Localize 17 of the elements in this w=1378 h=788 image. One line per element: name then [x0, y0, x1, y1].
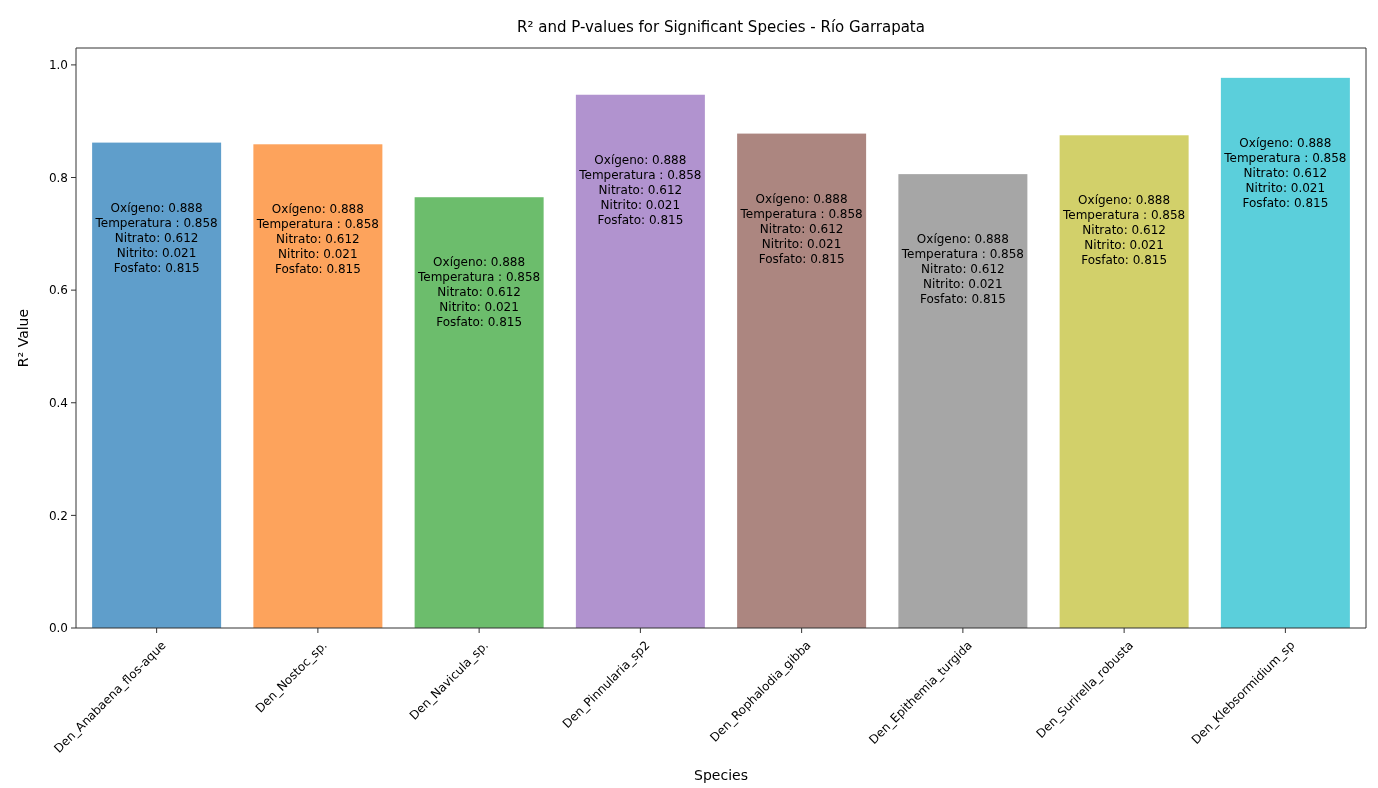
- annotation: Oxígeno: 0.888 Temperatura : 0.858 Nitrato: 0.612 Nitrito: 0.021 Fosfato: 0.815: [94, 200, 218, 275]
- annotation: Oxígeno: 0.888 Temperatura : 0.858 Nitrato: 0.612 Nitrito: 0.021 Fosfato: 0.815: [739, 191, 863, 266]
- annotation: Oxígeno: 0.888 Temperatura : 0.858 Nitrato: 0.612 Nitrito: 0.021 Fosfato: 0.815: [1223, 135, 1347, 210]
- y-axis-title: R² Value: [15, 308, 31, 368]
- annotation: Oxígeno: 0.888 Temperatura : 0.858 Nitrato: 0.612 Nitrito: 0.021 Fosfato: 0.815: [900, 231, 1025, 306]
- annotation: Oxígeno: 0.888 Temperatura : 0.858 Nitrato: 0.612 Nitrito: 0.021 Fosfato: 0.815: [578, 152, 702, 227]
- y-tick-label: 1.0: [48, 58, 68, 73]
- annotation: Oxígeno: 0.888 Temperatura : 0.858 Nitrato: 0.612 Nitrito: 0.021 Fosfato: 0.815: [255, 201, 380, 276]
- chart-title: R² and P-values for Significant Species - Río Garrapata: [517, 18, 925, 36]
- y-tick-label: 0.6: [48, 283, 68, 298]
- y-tick-label: 0.0: [48, 621, 68, 636]
- y-tick-label: 0.2: [48, 508, 68, 523]
- y-tick-label: 0.8: [48, 170, 68, 185]
- annotation: Oxígeno: 0.888 Temperatura : 0.858 Nitrato: 0.612 Nitrito: 0.021 Fosfato: 0.815: [1061, 192, 1186, 267]
- x-axis-title: Species: [694, 767, 748, 783]
- y-tick-label: 0.4: [48, 395, 68, 410]
- annotation: Oxígeno: 0.888 Temperatura : 0.858 Nitrato: 0.612 Nitrito: 0.021 Fosfato: 0.815: [416, 254, 541, 329]
